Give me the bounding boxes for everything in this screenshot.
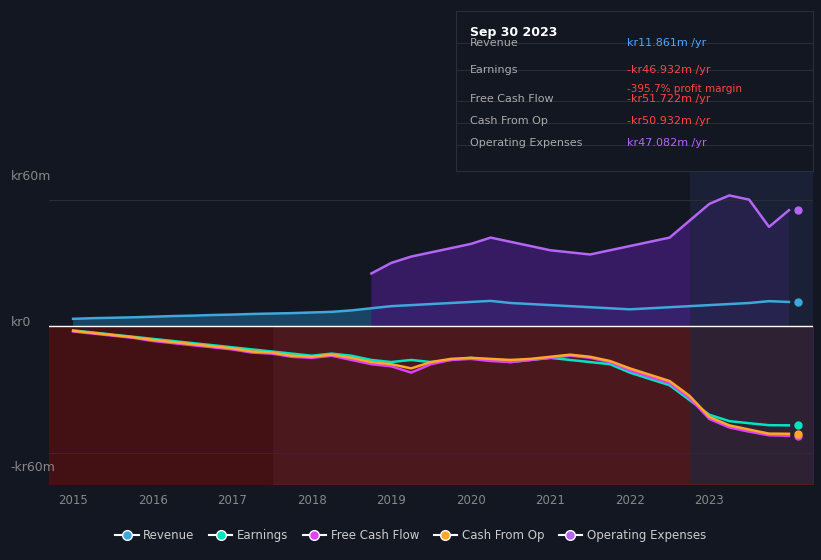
Text: Cash From Op: Cash From Op xyxy=(470,116,548,126)
Bar xyxy=(690,168,813,484)
Text: -kr50.932m /yr: -kr50.932m /yr xyxy=(627,116,710,126)
Text: Revenue: Revenue xyxy=(470,38,519,48)
Text: -kr51.722m /yr: -kr51.722m /yr xyxy=(627,94,711,104)
Text: Operating Expenses: Operating Expenses xyxy=(470,138,582,148)
Text: Sep 30 2023: Sep 30 2023 xyxy=(470,26,557,39)
Legend: Revenue, Earnings, Free Cash Flow, Cash From Op, Operating Expenses: Revenue, Earnings, Free Cash Flow, Cash … xyxy=(110,525,711,547)
Text: Free Cash Flow: Free Cash Flow xyxy=(470,94,553,104)
Text: kr60m: kr60m xyxy=(11,170,51,183)
Text: -395.7% profit margin: -395.7% profit margin xyxy=(627,84,742,94)
Text: kr0: kr0 xyxy=(11,315,31,329)
Text: Earnings: Earnings xyxy=(470,65,518,75)
Text: -kr46.932m /yr: -kr46.932m /yr xyxy=(627,65,711,75)
Text: -kr60m: -kr60m xyxy=(11,461,56,474)
Text: kr11.861m /yr: kr11.861m /yr xyxy=(627,38,706,48)
Text: kr47.082m /yr: kr47.082m /yr xyxy=(627,138,707,148)
